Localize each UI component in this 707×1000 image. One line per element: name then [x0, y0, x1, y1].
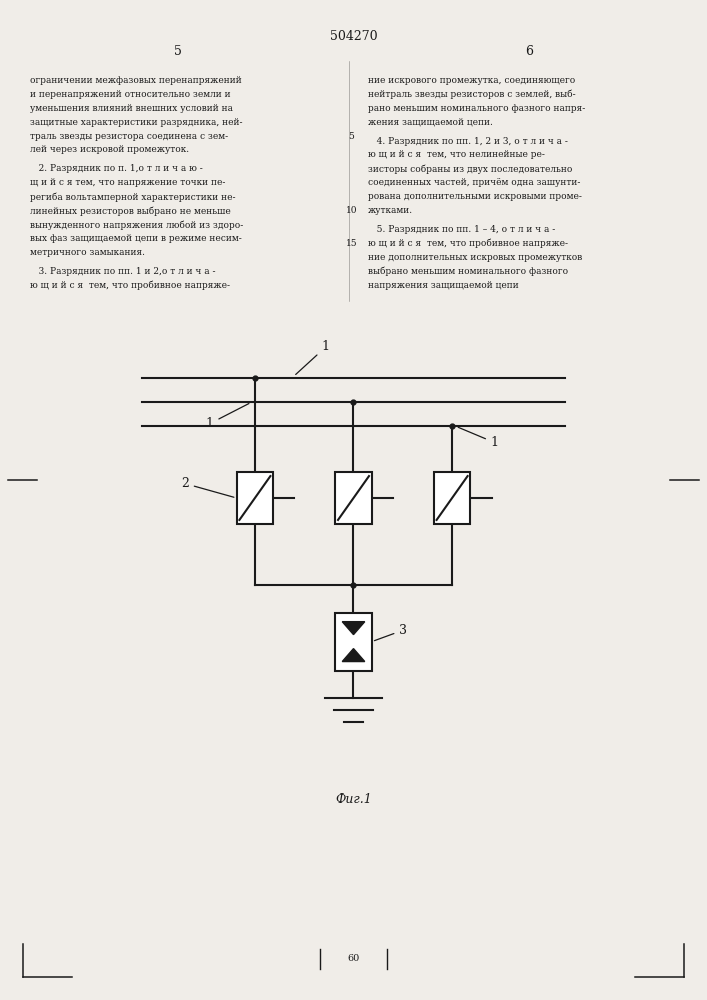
Text: 3. Разрядник по пп. 1 и 2,о т л и ч а -: 3. Разрядник по пп. 1 и 2,о т л и ч а -	[30, 267, 215, 276]
Text: жения защищаемой цепи.: жения защищаемой цепи.	[368, 118, 493, 127]
Text: вынужденного напряжения любой из здоро-: вынужденного напряжения любой из здоро-	[30, 220, 243, 230]
Text: рано меньшим номинального фазного напря-: рано меньшим номинального фазного напря-	[368, 104, 585, 113]
Text: жутками.: жутками.	[368, 206, 413, 215]
Text: 1: 1	[206, 404, 249, 430]
Text: нейтраль звезды резисторов с землей, выб-: нейтраль звезды резисторов с землей, выб…	[368, 89, 575, 99]
Polygon shape	[342, 622, 365, 635]
Text: ограничении межфазовых перенапряжений: ограничении межфазовых перенапряжений	[30, 76, 241, 85]
Text: зисторы собраны из двух последовательно: зисторы собраны из двух последовательно	[368, 164, 572, 174]
Text: щ и й с я тем, что напряжение точки пе-: щ и й с я тем, что напряжение точки пе-	[30, 178, 225, 187]
Text: ние дополнительных искровых промежутков: ние дополнительных искровых промежутков	[368, 253, 582, 262]
Text: Фиг.1: Фиг.1	[335, 793, 372, 806]
Text: выбрано меньшим номинального фазного: выбрано меньшим номинального фазного	[368, 267, 568, 276]
Polygon shape	[342, 649, 365, 662]
Bar	[335, 472, 372, 524]
Text: линейных резисторов выбрано не меньше: линейных резисторов выбрано не меньше	[30, 206, 230, 216]
Text: напряжения защищаемой цепи: напряжения защищаемой цепи	[368, 281, 518, 290]
Text: региба вольтамперной характеристики не-: региба вольтамперной характеристики не-	[30, 192, 235, 202]
Text: метричного замыкания.: метричного замыкания.	[30, 248, 144, 257]
Text: 1: 1	[296, 340, 329, 374]
Text: 6: 6	[525, 45, 534, 58]
Text: вых фаз защищаемой цепи в режиме несим-: вых фаз защищаемой цепи в режиме несим-	[30, 234, 241, 243]
Text: ю щ и й с я  тем, что пробивное напряже-: ю щ и й с я тем, что пробивное напряже-	[368, 239, 568, 248]
Text: 504270: 504270	[329, 30, 378, 43]
Text: 5: 5	[173, 45, 182, 58]
Bar	[335, 613, 372, 671]
Text: 10: 10	[346, 206, 357, 215]
Text: 2. Разрядник по п. 1,о т л и ч а ю -: 2. Разрядник по п. 1,о т л и ч а ю -	[30, 164, 202, 173]
Text: 5: 5	[349, 132, 354, 141]
Text: защитные характеристики разрядника, ней-: защитные характеристики разрядника, ней-	[30, 118, 242, 127]
Text: 4. Разрядник по пп. 1, 2 и 3, о т л и ч а -: 4. Разрядник по пп. 1, 2 и 3, о т л и ч …	[368, 136, 568, 145]
Text: соединенных частей, причём одна зашунти-: соединенных частей, причём одна зашунти-	[368, 178, 580, 187]
Bar	[434, 472, 470, 524]
Text: 2: 2	[181, 477, 234, 497]
Bar	[237, 472, 273, 524]
Text: 60: 60	[347, 954, 360, 963]
Text: 1: 1	[458, 427, 499, 449]
Text: рована дополнительными искровыми проме-: рована дополнительными искровыми проме-	[368, 192, 581, 201]
Text: 5. Разрядник по пп. 1 – 4, о т л и ч а -: 5. Разрядник по пп. 1 – 4, о т л и ч а -	[368, 225, 555, 234]
Text: ю щ и й с я  тем, что пробивное напряже-: ю щ и й с я тем, что пробивное напряже-	[30, 281, 230, 290]
Text: 3: 3	[375, 624, 407, 641]
Text: и перенапряжений относительно земли и: и перенапряжений относительно земли и	[30, 90, 230, 99]
Text: траль звезды резистора соединена с зем-: траль звезды резистора соединена с зем-	[30, 132, 228, 141]
Text: лей через искровой промежуток.: лей через искровой промежуток.	[30, 145, 189, 154]
Text: ю щ и й с я  тем, что нелинейные ре-: ю щ и й с я тем, что нелинейные ре-	[368, 150, 544, 159]
Text: 15: 15	[346, 239, 357, 248]
Text: ние искрового промежутка, соединяющего: ние искрового промежутка, соединяющего	[368, 76, 575, 85]
Text: уменьшения влияний внешних условий на: уменьшения влияний внешних условий на	[30, 104, 233, 113]
